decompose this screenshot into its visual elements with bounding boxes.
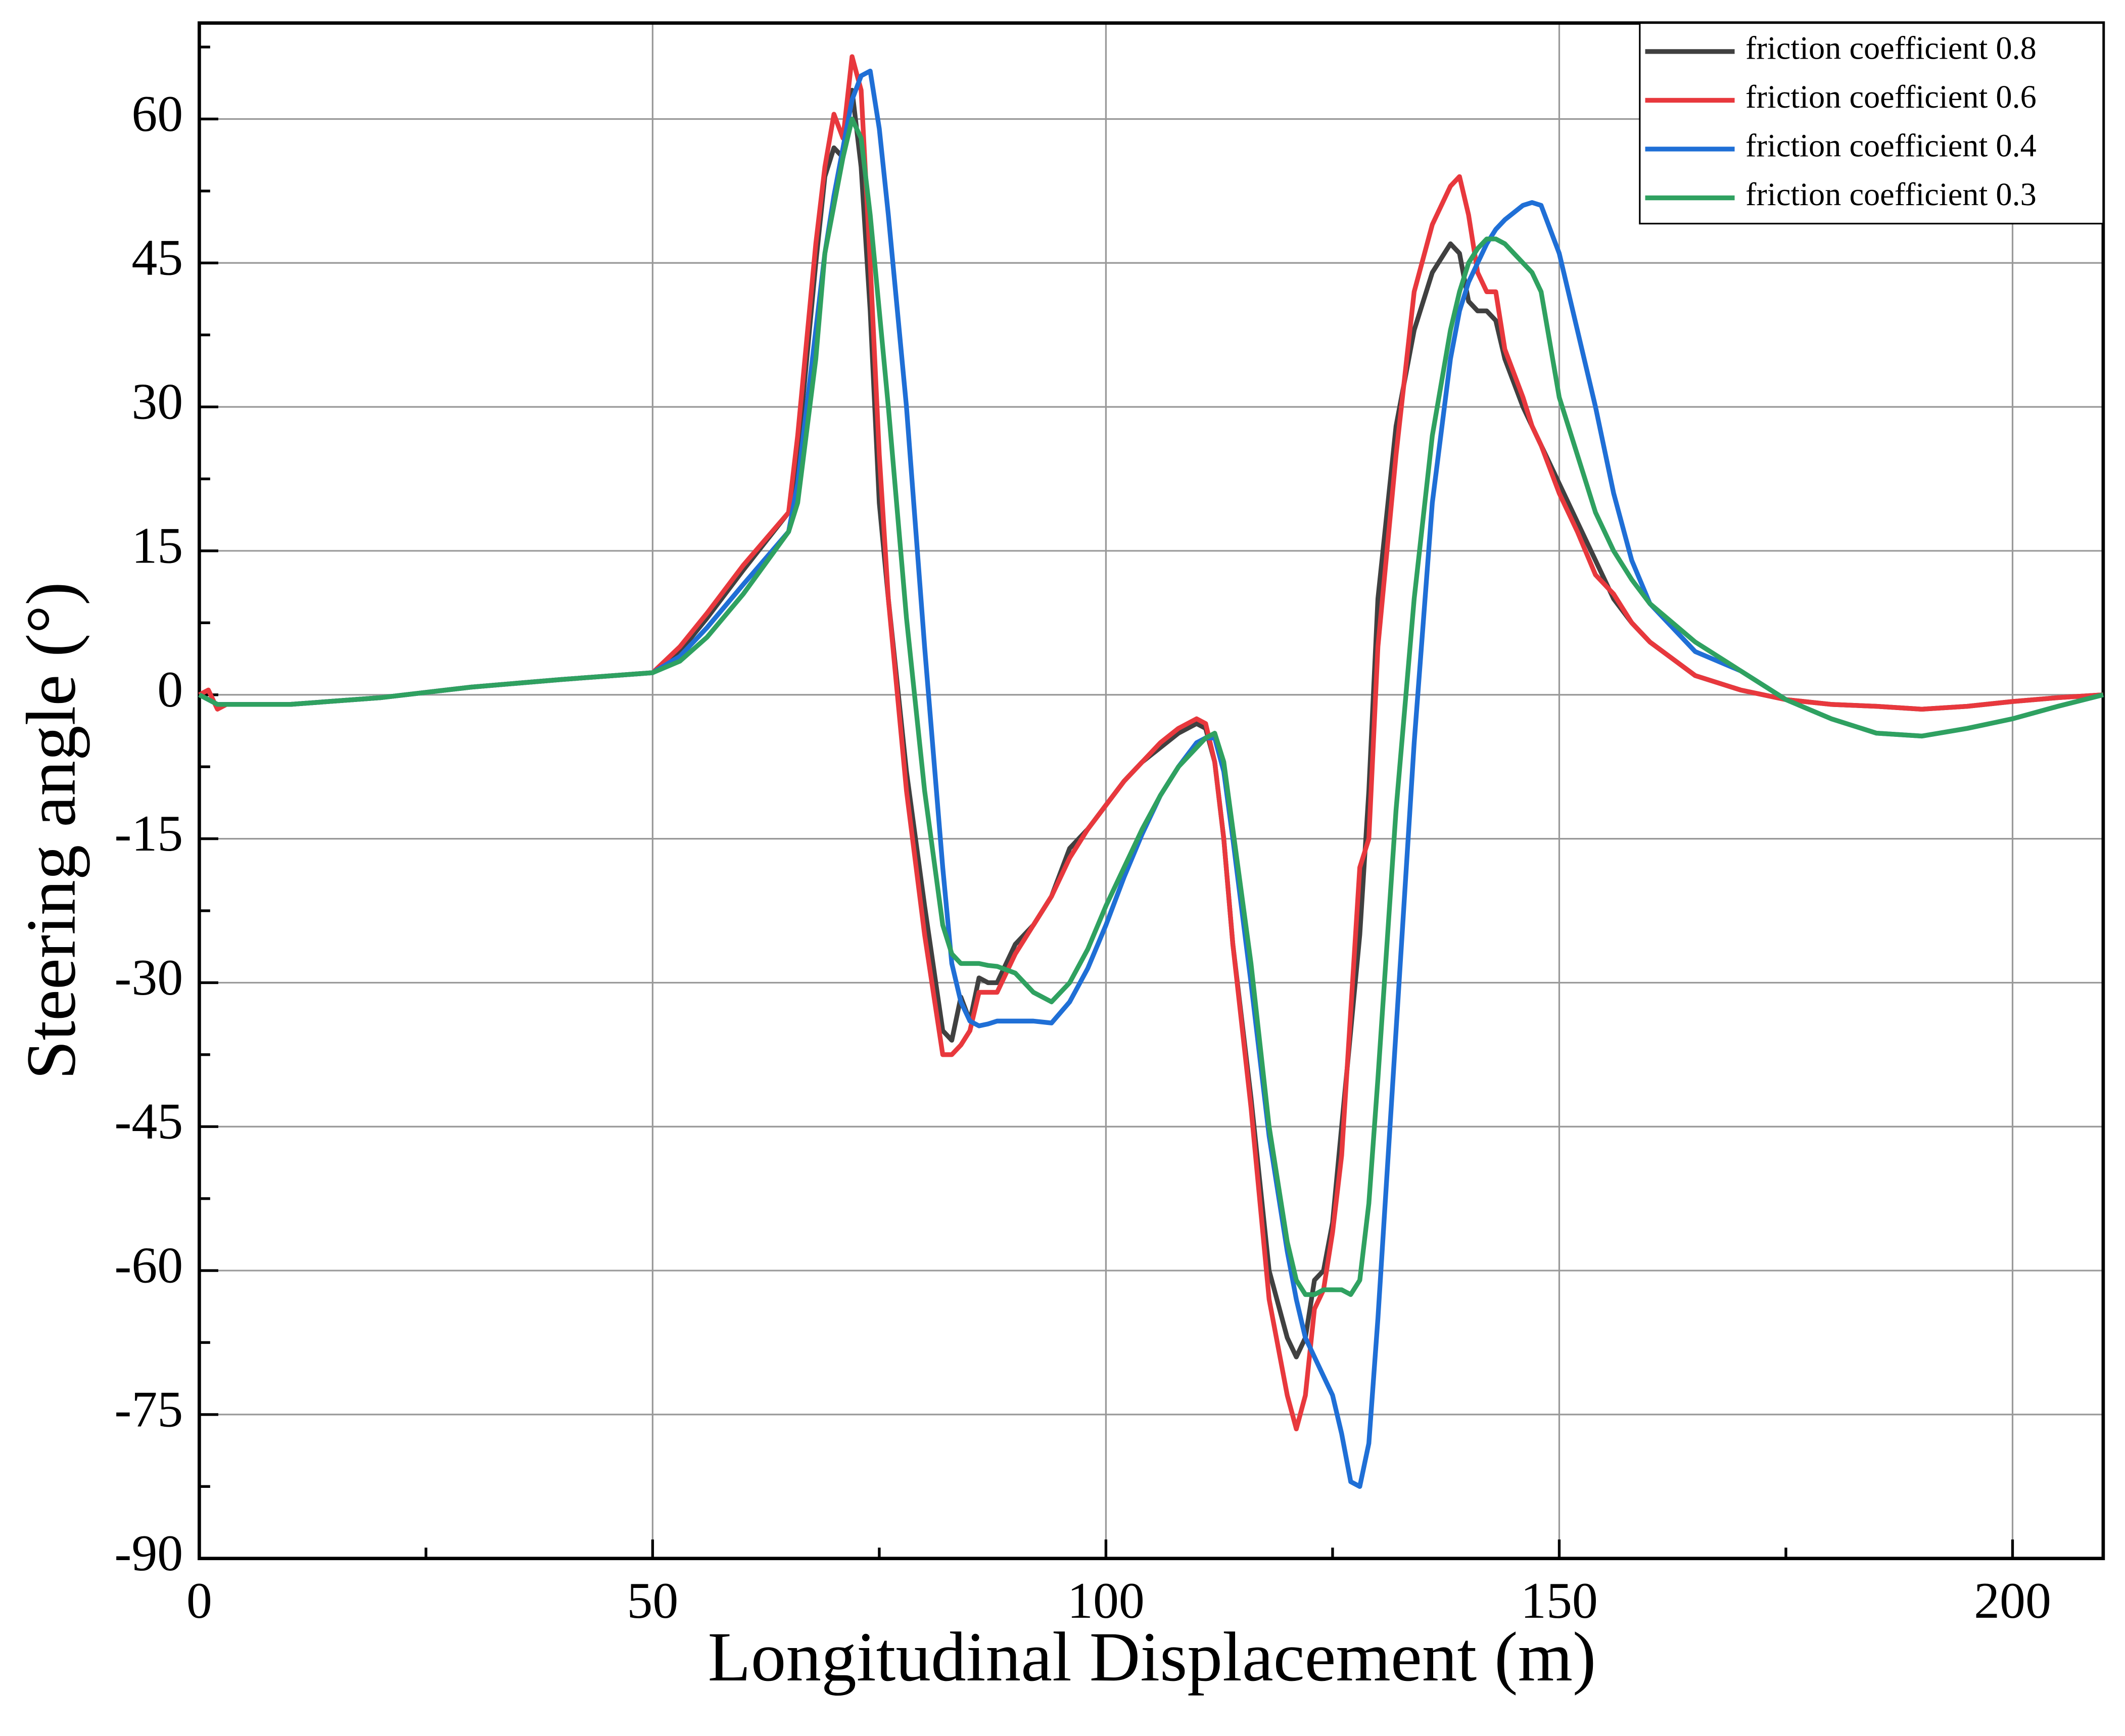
series-line (198, 116, 2104, 1297)
legend-label: friction coefficient 0.4 (1745, 128, 2037, 164)
y-tick-label: -75 (114, 1381, 183, 1438)
y-tick-label: 30 (131, 373, 183, 431)
x-tick-label: 150 (1521, 1572, 1598, 1629)
legend-box (1639, 22, 2104, 225)
y-axis-label: Steering angle (°) (13, 582, 90, 1080)
legend-label: friction coefficient 0.6 (1745, 79, 2037, 115)
legend: friction coefficient 0.8 friction coeffic… (1639, 22, 2104, 225)
y-tick-label: 45 (131, 229, 183, 287)
x-tick-label: 50 (627, 1572, 678, 1629)
y-tick-label: -60 (114, 1237, 183, 1294)
series-line (198, 68, 2104, 1489)
x-tick-label: 200 (1974, 1572, 2051, 1629)
x-tick-label: 100 (1067, 1572, 1145, 1629)
series-line (198, 87, 2104, 1359)
y-tick-label: -45 (114, 1093, 183, 1150)
x-tick-label: 0 (186, 1572, 212, 1629)
y-tick-label: -30 (114, 949, 183, 1006)
legend-label: friction coefficient 0.3 (1745, 176, 2037, 212)
y-tick-label: 60 (131, 85, 183, 143)
y-tick-label: 0 (157, 661, 183, 718)
x-axis-label: Longitudinal Displacement (m) (708, 1618, 1596, 1696)
series-line (198, 54, 2104, 1432)
plot-frame (198, 21, 2105, 1561)
y-tick-label: 15 (131, 517, 183, 574)
y-tick-label: -15 (114, 805, 183, 862)
legend-label: friction coefficient 0.8 (1745, 30, 2037, 66)
y-tick-label: -90 (114, 1525, 183, 1582)
